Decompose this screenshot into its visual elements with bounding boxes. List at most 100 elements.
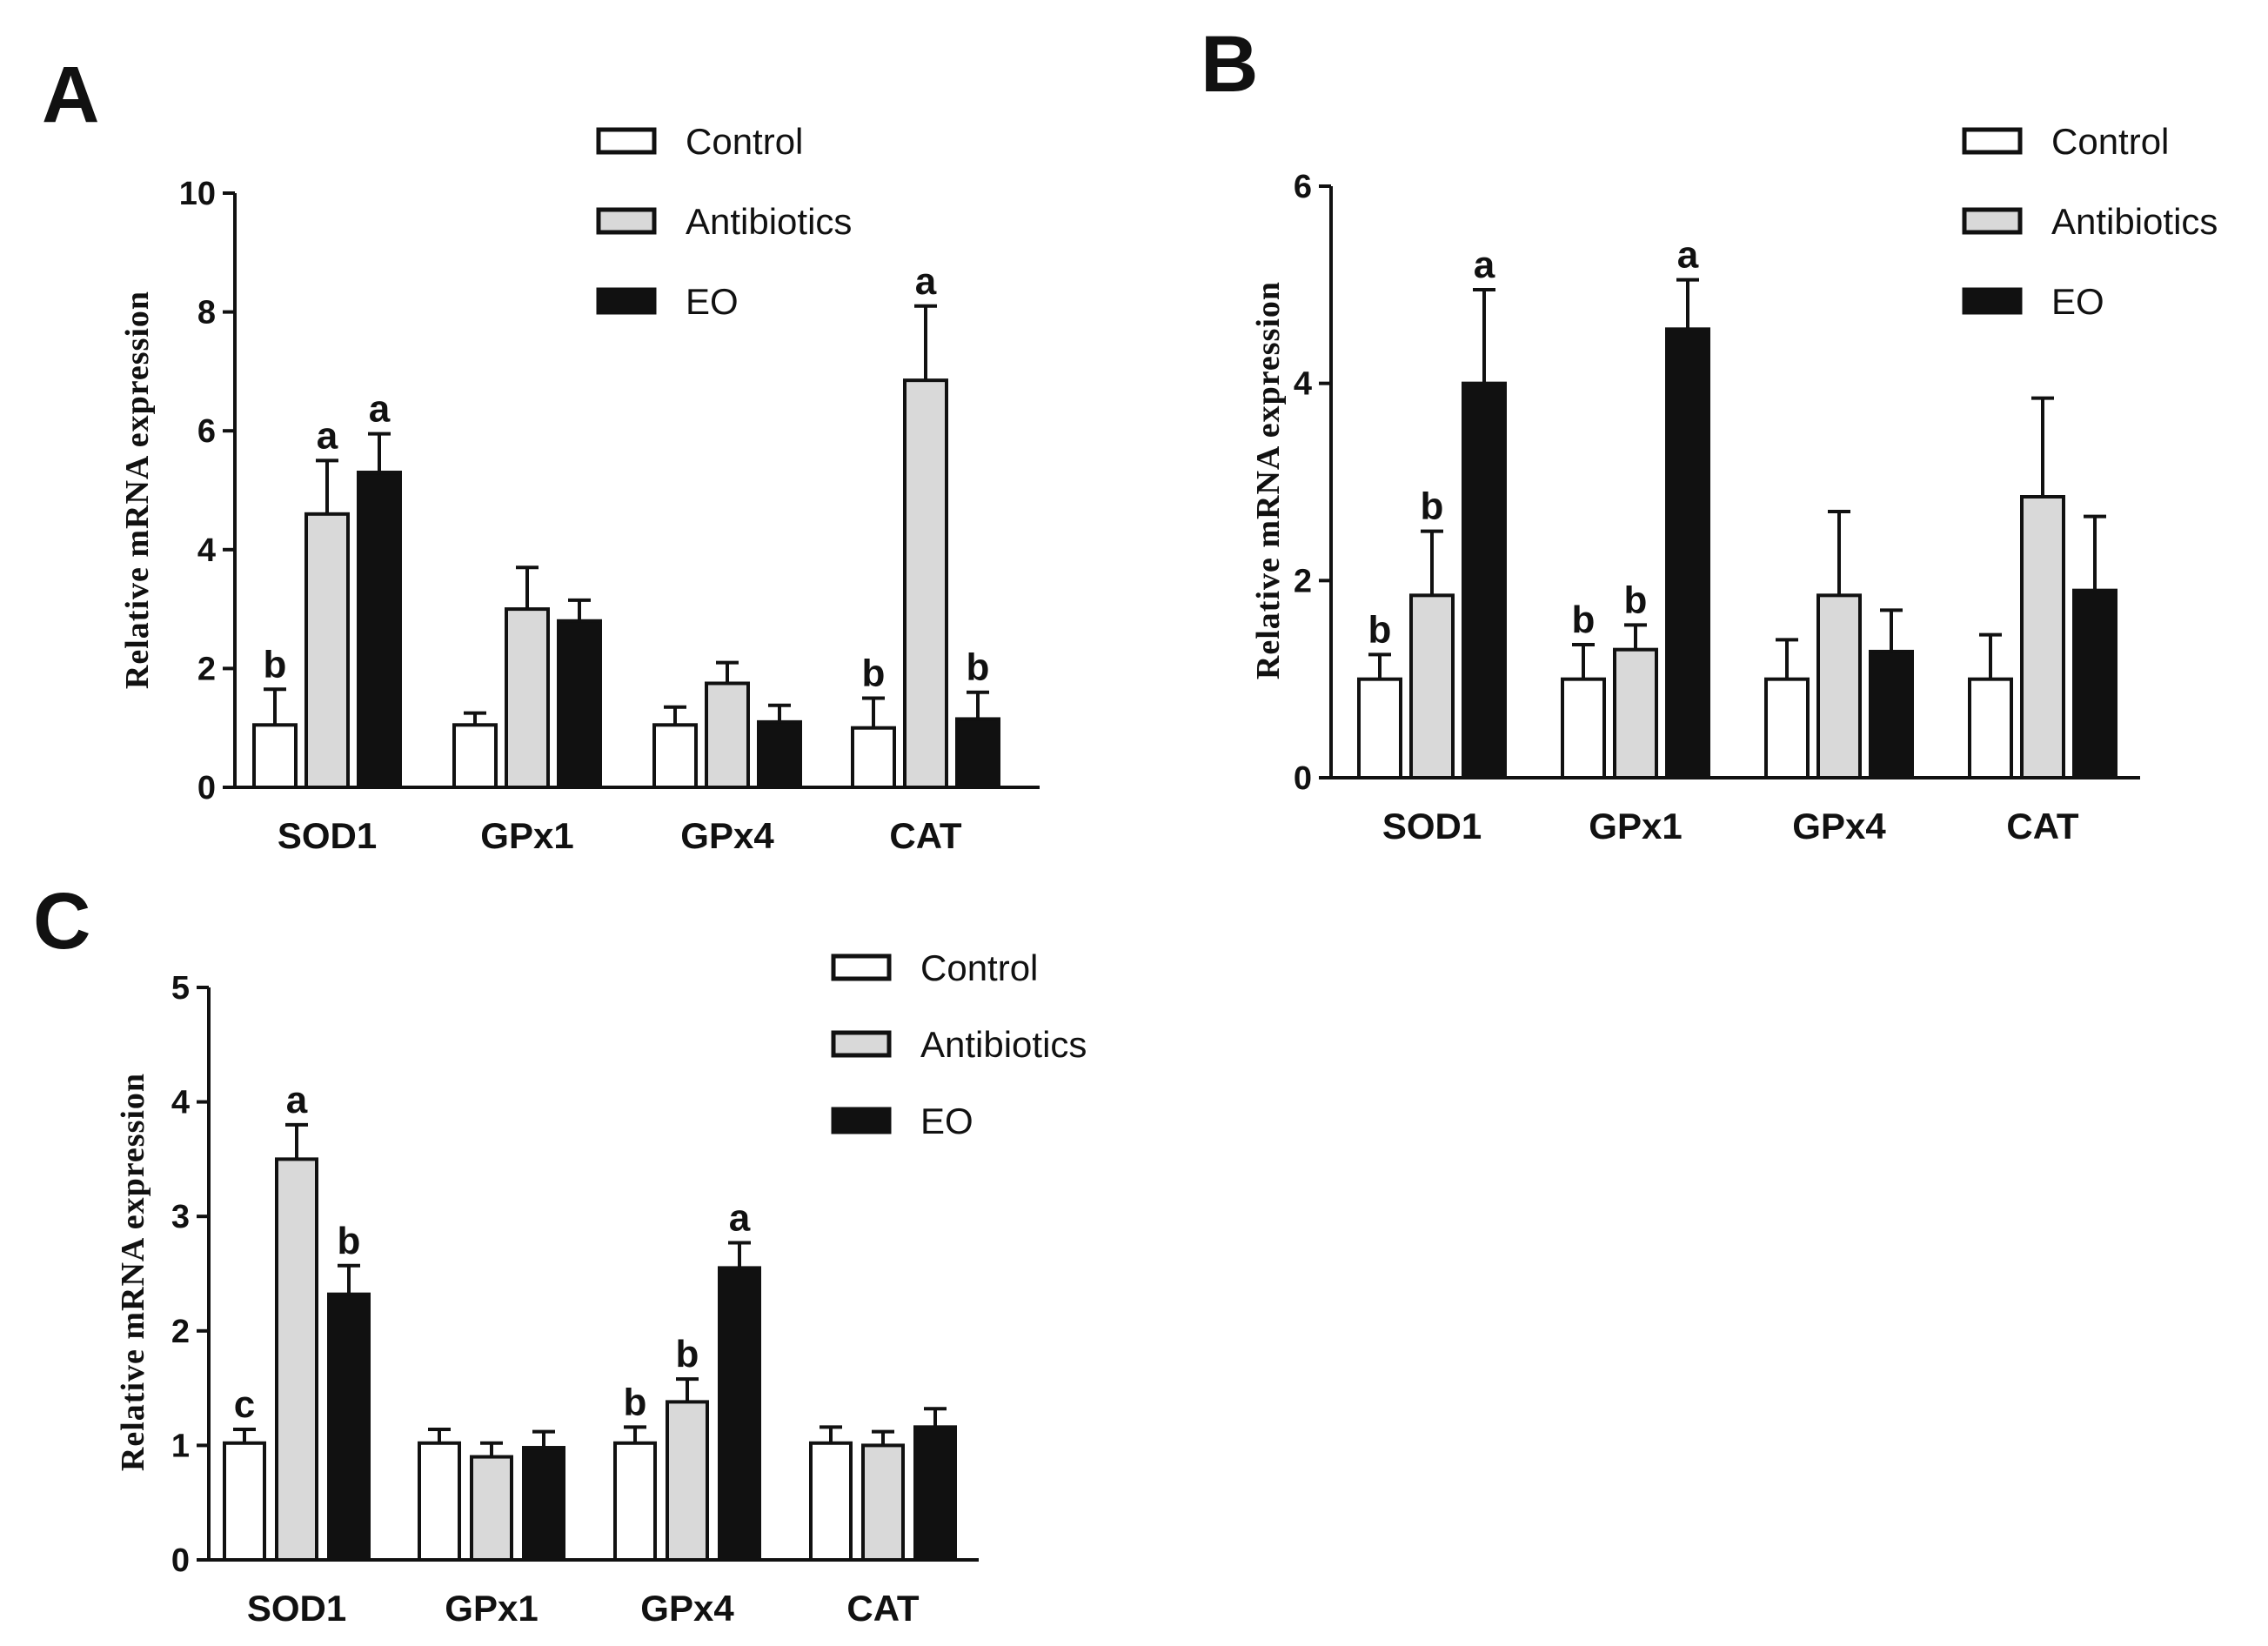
panel-c: C 0 1 2 3 4 5 Relative mRNA expression c a b SOD1 GP… — [33, 877, 1087, 1629]
x-category-label: SOD1 — [1382, 806, 1482, 846]
bar-gpx4-antibiotics — [1816, 593, 1862, 780]
bar-sod1-antibiotics — [275, 1157, 318, 1562]
x-category-label: GPx4 — [1792, 806, 1886, 846]
y-tick-label: 5 — [171, 970, 190, 1007]
bar-cat-antibiotics — [903, 378, 948, 789]
significance-label: a — [286, 1079, 308, 1121]
bar-gpx4-eo — [718, 1266, 761, 1562]
bar-gpx1-control — [452, 723, 498, 789]
y-tick-label: 3 — [171, 1199, 190, 1235]
legend-swatch-control — [831, 953, 892, 981]
significance-label: b — [1368, 608, 1392, 651]
bar-cat-eo — [2072, 588, 2117, 780]
legend-label: EO — [686, 281, 739, 322]
bar-cat-control — [809, 1441, 853, 1562]
legend: Control Antibiotics EO — [596, 121, 852, 322]
significance-label: b — [862, 652, 886, 695]
bar-cat-eo — [913, 1425, 957, 1562]
y-tick-label: 10 — [179, 176, 216, 212]
y-tick-label: 4 — [171, 1085, 190, 1121]
y-axis-title: Relative mRNA expression — [119, 291, 156, 689]
y-tick-label: 0 — [1294, 760, 1312, 797]
x-category-label: CAT — [846, 1588, 920, 1629]
significance-label: b — [338, 1220, 361, 1262]
y-tick-label: 6 — [197, 413, 216, 450]
legend: Control Antibiotics EO — [1962, 121, 2218, 322]
x-category-label: CAT — [2006, 806, 2079, 846]
bar-cat-eo — [955, 717, 1000, 790]
significance-label: b — [624, 1381, 647, 1423]
bar-gpx1-antibiotics — [1613, 647, 1658, 780]
y-tick-label: 0 — [197, 770, 216, 806]
legend-label: Antibiotics — [686, 201, 852, 242]
legend-swatch-control — [596, 127, 657, 155]
bar-gpx1-eo — [557, 619, 602, 790]
significance-label: b — [1572, 599, 1596, 641]
bar-cat-control — [1968, 677, 2013, 780]
panel-letter: A — [42, 50, 99, 139]
bar-gpx4-antibiotics — [666, 1400, 709, 1562]
bar-gpx1-antibiotics — [470, 1455, 513, 1562]
significance-label: b — [967, 646, 990, 689]
x-category-label: GPx1 — [445, 1588, 538, 1629]
y-tick-label: 4 — [197, 532, 216, 569]
panel-letter: B — [1201, 20, 1258, 109]
legend-swatch-antibiotics — [596, 207, 657, 235]
y-tick-label: 4 — [1294, 366, 1312, 403]
bar-sod1-control — [1357, 677, 1402, 780]
bar-sod1-control — [223, 1441, 266, 1562]
significance-label: c — [234, 1383, 255, 1426]
legend-label: Control — [920, 947, 1038, 988]
y-tick-label: 6 — [1294, 169, 1312, 205]
bar-sod1-antibiotics — [304, 512, 350, 789]
bar-sod1-eo — [327, 1292, 371, 1562]
x-category-label: SOD1 — [247, 1588, 346, 1629]
bar-cat-control — [851, 726, 896, 790]
x-category-label: CAT — [889, 815, 962, 856]
bar-gpx1-eo — [522, 1446, 565, 1562]
bar-gpx1-control — [418, 1441, 461, 1562]
significance-label: b — [676, 1333, 699, 1375]
bar-gpx4-control — [613, 1441, 657, 1562]
y-tick-label: 1 — [171, 1428, 190, 1464]
legend-swatch-eo — [1962, 287, 2023, 315]
legend-label: Antibiotics — [2051, 201, 2218, 242]
significance-label: a — [915, 260, 937, 303]
significance-label: a — [1677, 234, 1699, 277]
y-tick-label: 2 — [197, 651, 216, 687]
y-tick-label: 2 — [1294, 563, 1312, 599]
bar-cat-antibiotics — [861, 1443, 905, 1562]
x-category-label: GPx4 — [680, 815, 774, 856]
bar-gpx4-control — [1764, 677, 1810, 780]
panel-letter: C — [33, 877, 90, 966]
legend-label: Antibiotics — [920, 1024, 1087, 1065]
legend-label: EO — [920, 1101, 973, 1141]
significance-label: a — [729, 1196, 751, 1239]
y-axis-title: Relative mRNA expression — [115, 1073, 151, 1471]
legend-swatch-eo — [596, 287, 657, 315]
bar-cat-antibiotics — [2020, 495, 2065, 780]
legend-label: Control — [686, 121, 803, 162]
x-category-label: GPx1 — [1589, 806, 1682, 846]
significance-label: a — [1474, 244, 1495, 286]
legend-swatch-eo — [831, 1107, 892, 1134]
y-tick-label: 0 — [171, 1542, 190, 1579]
y-tick-label: 8 — [197, 295, 216, 331]
y-tick-label: 2 — [171, 1314, 190, 1350]
bar-sod1-control — [252, 723, 298, 789]
legend-swatch-antibiotics — [1962, 207, 2023, 235]
legend-swatch-control — [1962, 127, 2023, 155]
legend-label: EO — [2051, 281, 2104, 322]
bar-gpx1-antibiotics — [505, 607, 550, 789]
significance-label: a — [369, 388, 391, 431]
significance-label: b — [1421, 485, 1444, 528]
legend-label: Control — [2051, 121, 2169, 162]
significance-label: a — [317, 414, 338, 457]
bar-sod1-eo — [1462, 381, 1507, 780]
bar-gpx4-antibiotics — [705, 681, 750, 789]
x-category-label: GPx1 — [480, 815, 573, 856]
x-category-label: SOD1 — [278, 815, 377, 856]
